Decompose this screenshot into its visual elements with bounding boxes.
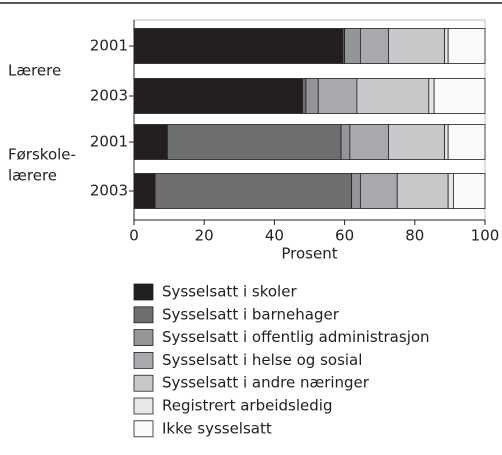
bar-segment <box>447 173 454 209</box>
x-axis-label: Prosent <box>281 245 337 263</box>
bar-segment <box>305 78 319 114</box>
y-tick-label: 2001 <box>90 133 128 151</box>
bar-segment <box>349 124 389 160</box>
legend-label: Sysselsatt i andre næringer <box>162 374 370 392</box>
bar-segment <box>433 78 486 114</box>
bar-segment <box>453 173 486 209</box>
group-label: lærere <box>8 167 57 185</box>
legend-label: Registrert arbeidsledig <box>162 397 332 415</box>
bar-segment <box>317 78 358 114</box>
bar-segment <box>447 124 486 160</box>
bar-segment <box>388 28 446 64</box>
bar-segment <box>388 124 446 160</box>
bar-segment <box>340 124 351 160</box>
legend-label: Ikke sysselsatt <box>162 419 272 437</box>
x-tick-label: 40 <box>265 227 284 245</box>
bar-segment <box>359 173 398 209</box>
bar-segment <box>359 28 389 64</box>
group-label: Førskole- <box>8 146 76 164</box>
bar-segment <box>396 173 449 209</box>
legend-label: Sysselsatt i skoler <box>162 283 297 301</box>
legend-swatch <box>133 283 154 301</box>
bar-segment <box>356 78 430 114</box>
legend-label: Sysselsatt i helse og sosial <box>162 351 362 369</box>
bar-segment <box>154 173 353 209</box>
bar-segment <box>133 173 156 209</box>
bar-segment <box>444 124 449 160</box>
bar-segment <box>133 28 344 64</box>
bar-segment <box>351 173 361 209</box>
bar-segment <box>444 28 449 64</box>
bar-segment <box>428 78 435 114</box>
x-tick-label: 0 <box>129 227 139 245</box>
legend-swatch <box>133 306 154 324</box>
bar-segment <box>344 28 361 64</box>
legend-swatch <box>133 397 154 415</box>
legend-swatch <box>133 420 154 438</box>
x-tick-label: 60 <box>335 227 354 245</box>
legend-swatch <box>133 329 154 347</box>
bar-segment <box>302 78 307 114</box>
bar-segment <box>133 124 168 160</box>
legend-swatch <box>133 374 154 392</box>
y-tick-label: 2001 <box>90 37 128 55</box>
bar-segment <box>133 78 303 114</box>
legend-swatch <box>133 351 154 369</box>
y-tick-label: 2003 <box>90 87 128 105</box>
legend-label: Sysselsatt i barnehager <box>162 305 340 323</box>
x-tick-label: 100 <box>471 227 500 245</box>
legend-label: Sysselsatt i offentlig administrasjon <box>162 328 430 346</box>
y-tick-label: 2003 <box>90 182 128 200</box>
bar-segment <box>166 124 342 160</box>
x-tick-label: 20 <box>195 227 214 245</box>
group-label: Lærere <box>8 62 61 80</box>
x-tick-label: 80 <box>405 227 424 245</box>
bar-segment <box>447 28 486 64</box>
